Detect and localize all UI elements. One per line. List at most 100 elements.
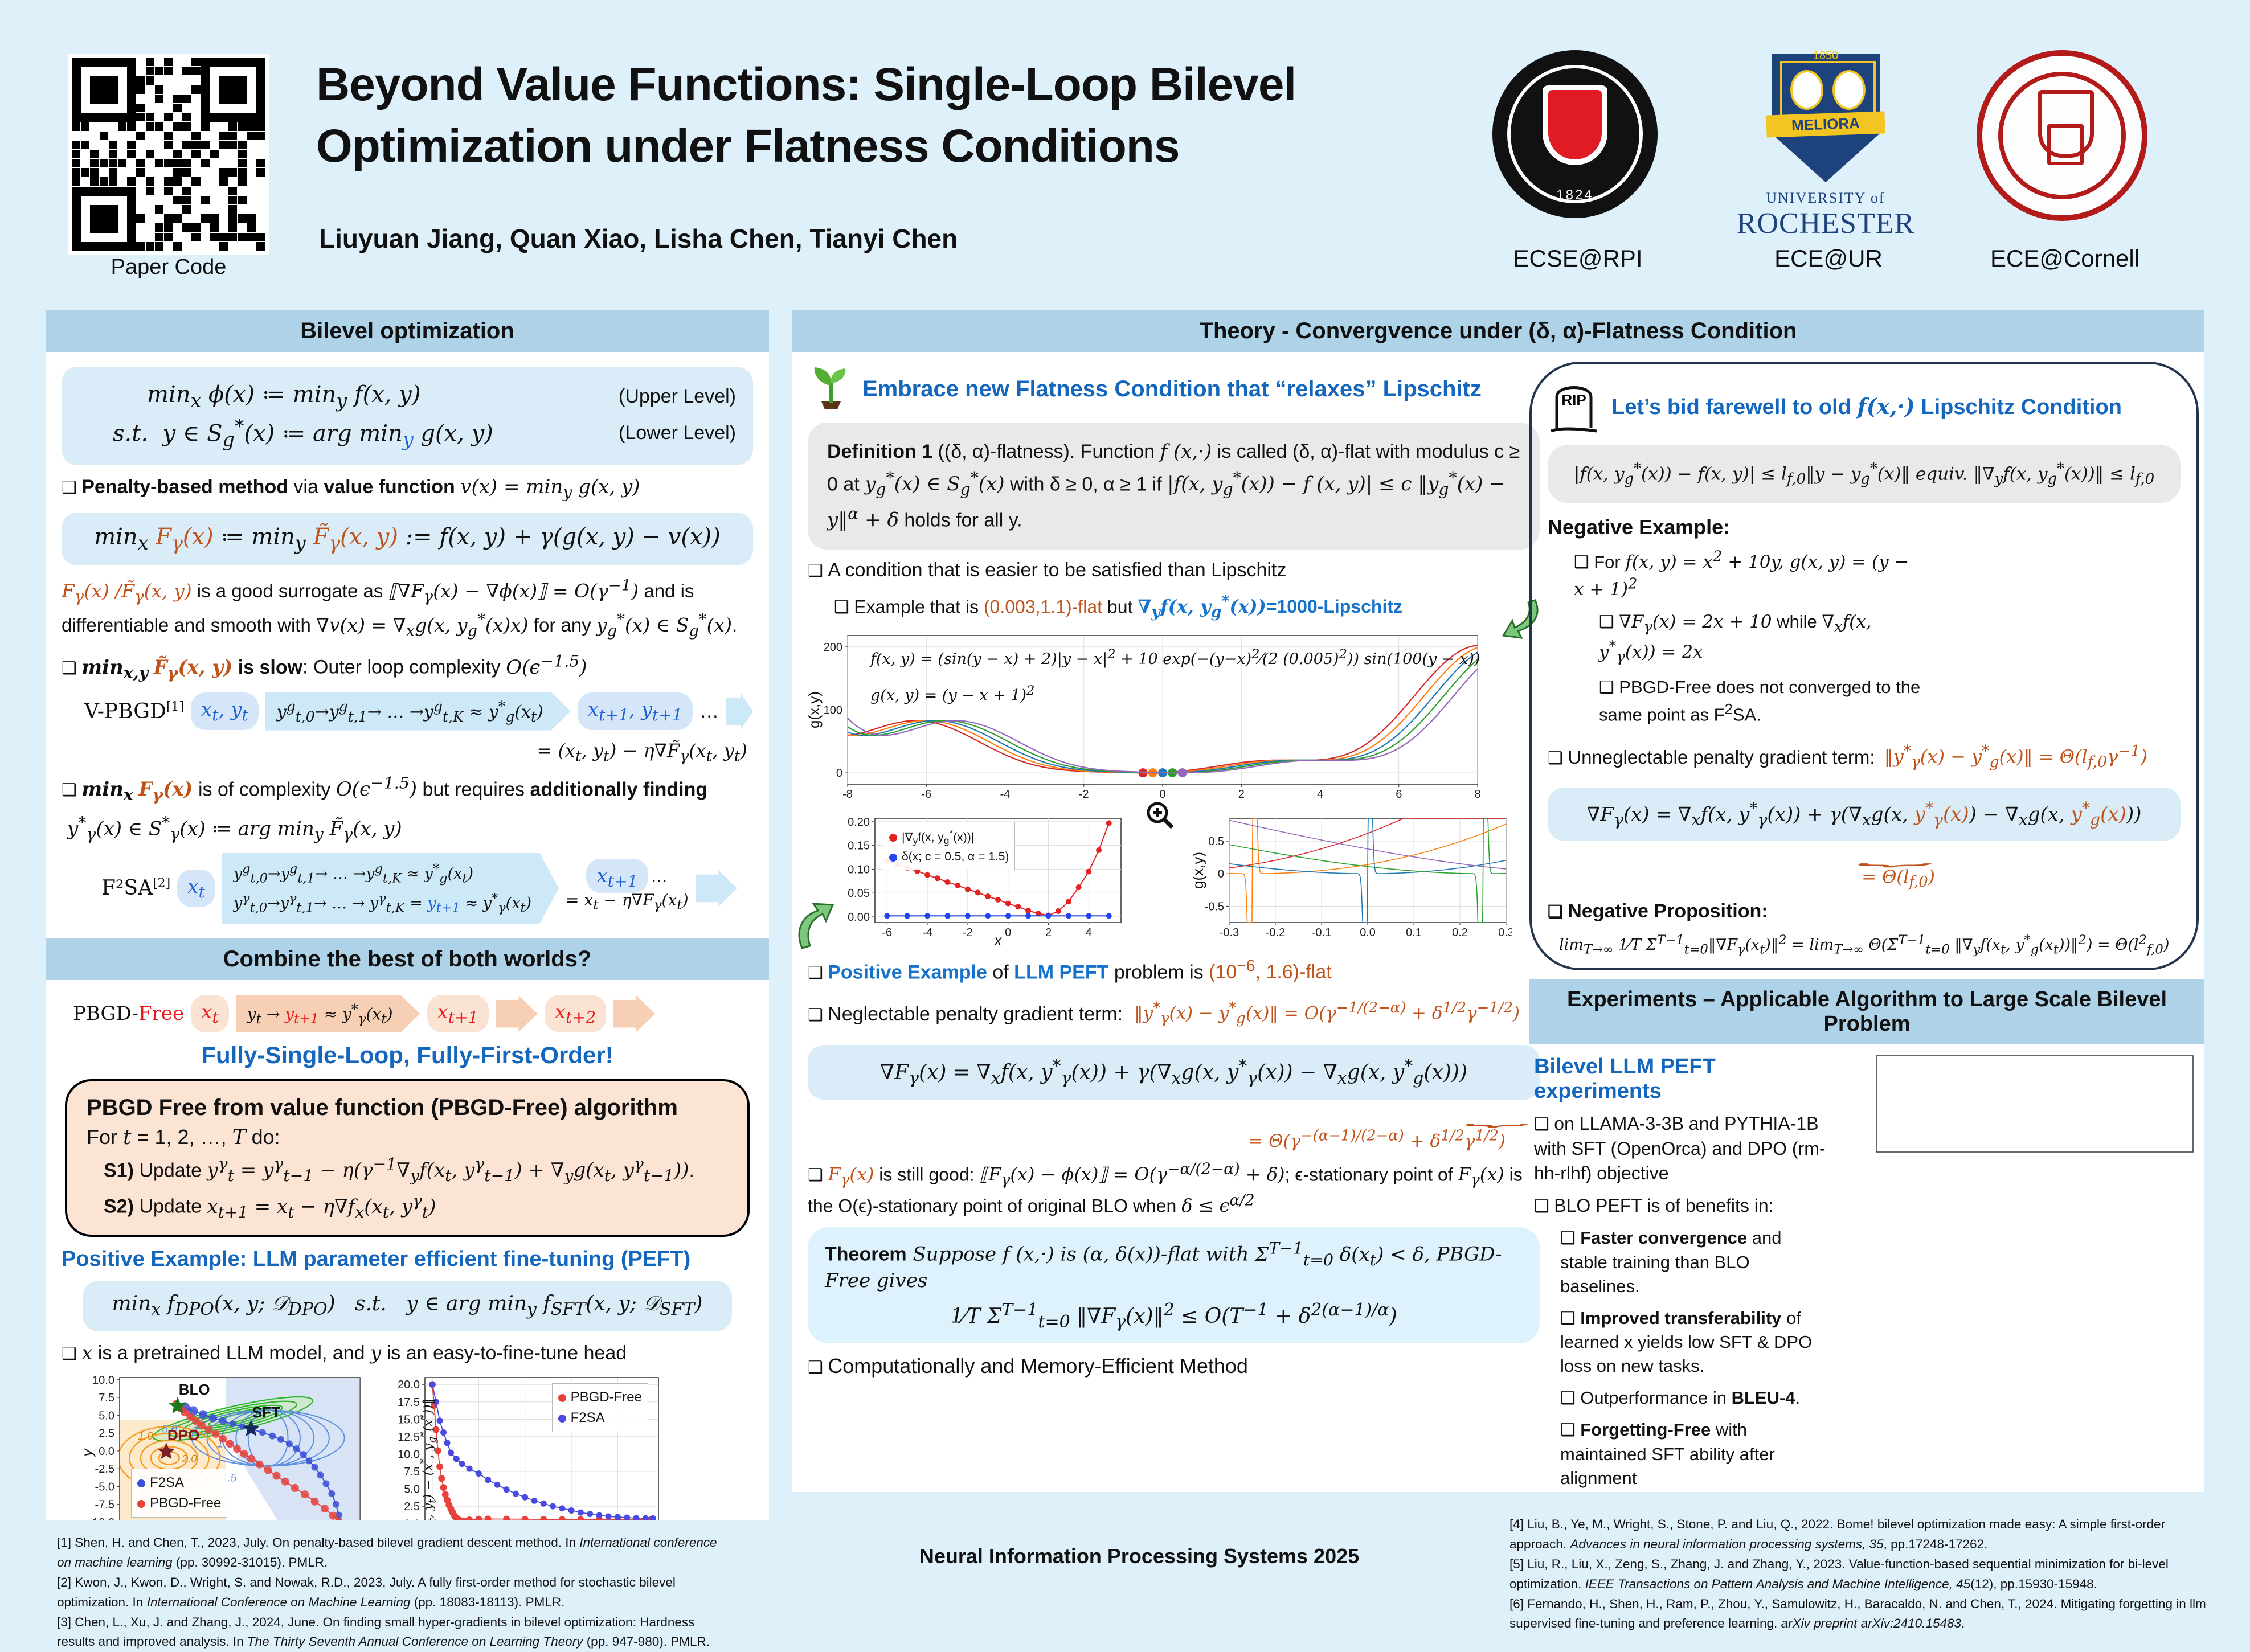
vpbgd-update-eq: = (xt, yt) − η∇F̃γ(xt, yt) [537, 739, 747, 765]
theorem-text: Theorem Suppose f (x,·) is (α, δ(x))-fla… [825, 1239, 1502, 1292]
llm-peft-heading: Bilevel LLM PEFT experiments [1534, 1055, 1716, 1104]
seedling-icon [808, 364, 852, 415]
negex-bullet-2: ∇Fγ(x) = 2x + 10 while ∇xf(x, y*γ(x)) = … [1599, 610, 1921, 667]
references-left: [1] Shen, H. and Chen, T., 2023, July. O… [57, 1535, 717, 1649]
theorem-box: Theorem Suppose f (x,·) is (α, δ(x))-fla… [808, 1227, 1540, 1343]
vpbgd-continue-arrow [726, 693, 753, 730]
svg-text:200: 200 [824, 641, 842, 654]
svg-text:-2: -2 [963, 927, 973, 939]
theory-panel: Theory - Convergvence under (δ, α)-Flatn… [792, 310, 2204, 1492]
section-bilevel-optimization: Bilevel optimization [46, 310, 769, 352]
rpi-logo: 1824 [1492, 50, 1658, 218]
f2sa-loop-gamma: yγt,0→yγt,1→ … → yγt,K = yt+1 ≈ y*γ(xt) [233, 891, 532, 916]
bilevel-problem-box: minx ϕ(x) ≔ miny f(x, y) (Upper Level) s… [62, 367, 753, 466]
svg-text:2: 2 [1238, 788, 1245, 801]
left-column-panel: Bilevel optimization minx ϕ(x) ≔ miny f(… [46, 310, 769, 1520]
theta-annotation: ⏟ = Θ(γ−(α−1)/(2−α) + δ1/2γ1/2) [1248, 1106, 1532, 1151]
rochester-logo: MELIORA 1850 UNIVERSITY of ROCHESTER [1737, 50, 1914, 242]
algo-step2: S2) Update xt+1 = xt − η∇fx(xt, yγt) [104, 1191, 436, 1221]
peft-heading: Positive Example: LLM parameter efficien… [62, 1247, 691, 1272]
f2sa-continue-arrow [695, 870, 738, 907]
tombstone-rip-icon: RIP [1548, 375, 1600, 437]
svg-text:y: y [82, 1448, 96, 1458]
dpo-loss-chart [1840, 1052, 2199, 1163]
penalty-method-bullet: Penalty-based method via value function … [62, 474, 753, 503]
svg-text:0.10: 0.10 [848, 863, 870, 876]
fgamma-line2: y*γ(x) ∈ S*γ(x) ≔ arg miny F̃γ(x, y) [67, 813, 402, 844]
svg-text:-8: -8 [842, 788, 853, 801]
svg-text:RIP: RIP [1561, 391, 1586, 408]
svg-text:8: 8 [1474, 788, 1480, 801]
lipschitz-box: |f(x, yg*(x)) − f(x, y)| ≤ lf,0‖y − yg*(… [1548, 445, 2181, 503]
svg-text:100: 100 [824, 704, 842, 716]
svg-text:7.5: 7.5 [404, 1466, 420, 1478]
unneglectable-formula: ‖y*γ(x) − y*g(x)‖ = Θ(lf,0γ−1) [1884, 742, 2147, 771]
affiliation-ur: ECE@UR [1774, 245, 1883, 272]
svg-text:2: 2 [1045, 927, 1052, 939]
neglectable-formula: ‖y*γ(x) − y*g(x)‖ = O(γ−1/(2−α) + δ1/2γ−… [1134, 999, 1520, 1027]
svg-text:2.5: 2.5 [404, 1501, 420, 1514]
exp-sub-1: Faster convergence and stable training t… [1560, 1226, 1830, 1298]
g-zoom-chart: -0.3 -0.2 -0.1 0.0 0.1 0.2 0.3 -0.5 0 0.5 g(x,y) [1193, 814, 1512, 948]
lower-level-formula: s.t. y ∈ Sg*(x) ≔ arg miny g(x, y) [113, 415, 493, 451]
f2sa-flow: F²SA[2] xt ygt,0→ygt,1→ … →ygt,K ≈ y*g(x… [101, 853, 753, 924]
pbgdfree-flow: PBGD-Free xt yt → yt+1 ≈ y*γ(xt) xt+1 xt… [73, 995, 753, 1033]
experiments-text: Bilevel LLM PEFT experiments on LLAMA-3-… [1534, 1052, 1830, 1492]
svg-text:g(x,y): g(x,y) [808, 691, 823, 728]
section-theory: Theory - Convergvence under (δ, α)-Flatn… [792, 310, 2204, 352]
svg-text:0: 0 [1218, 868, 1224, 880]
definition-box: Definition 1 ((δ, α)-flatness). Function… [808, 423, 1540, 550]
svg-text:1.0: 1.0 [138, 1430, 153, 1442]
algo-title: PBGD Free from value function (PBGD-Free… [87, 1095, 678, 1121]
chart-legend: |∇yf(x, yg*(x))| δ(x; c = 0.5, α = 1.5) [883, 821, 1016, 870]
rochester-year: 1850 [1813, 50, 1839, 62]
section-experiments: Experiments – Applicable Algorithm to La… [1529, 979, 2204, 1045]
f2sa-label: F²SA [101, 876, 153, 900]
cornell-logo [1977, 50, 2147, 221]
svg-text:10.0: 10.0 [92, 1374, 114, 1387]
theta2-annotation: ⏟ = Θ(lf,0) [1861, 846, 1936, 891]
exp-sub-2: Improved transferability of learned x yi… [1560, 1306, 1830, 1378]
svg-text:-0.1: -0.1 [1312, 927, 1331, 939]
qr-code[interactable] [68, 54, 269, 255]
svg-text:0.1: 0.1 [1406, 927, 1422, 939]
svg-text:SFT: SFT [252, 1404, 280, 1421]
svg-text:0.5: 0.5 [1208, 835, 1224, 848]
upper-level-formula: minx ϕ(x) ≔ miny f(x, y) [147, 382, 421, 412]
chart-legend: F2SA PBGD-Free [131, 1469, 228, 1518]
svg-text:-2: -2 [1079, 788, 1089, 801]
affiliation-cornell: ECE@Cornell [1990, 245, 2140, 272]
svg-text:5.0: 5.0 [404, 1483, 420, 1496]
vpbgd-next-pill: xt+1, yt+1 [577, 692, 693, 731]
svg-text:17.5: 17.5 [398, 1396, 420, 1409]
pbgdfree-state-pill: xt [191, 995, 229, 1033]
svg-text:5.0: 5.0 [162, 1424, 177, 1436]
svg-text:0.05: 0.05 [848, 887, 870, 900]
svg-text:15.0: 15.0 [398, 1414, 420, 1426]
theorem-eq: 1⁄T ΣT−1t=0 ‖∇Fγ(x)‖2 ≤ O(T−1 + δ2(α−1)/… [950, 1300, 1397, 1332]
svg-text:x: x [993, 932, 1003, 948]
svg-text:0: 0 [836, 767, 842, 780]
lower-level-tag: (Lower Level) [619, 421, 736, 444]
peft-problem-box: minx fDPO(x, y; 𝒟DPO) s.t. y ∈ arg miny … [83, 1281, 732, 1331]
pbgdfree-arrow-1 [495, 995, 538, 1032]
svg-text:0.20: 0.20 [848, 816, 870, 829]
references-right: [4] Liu, B., Ye, M., Wright, S., Stone, … [1509, 1517, 2206, 1631]
upper-level-tag: (Upper Level) [619, 386, 736, 407]
svg-text:5.0: 5.0 [99, 1410, 114, 1423]
sft-loss-chart [1840, 1163, 2199, 1297]
negex-bullet-3: PBGD-Free does not converged to the same… [1599, 675, 1921, 727]
trajectory-chart: -10-8-6-4-20246-10.0-7.5-5.0-2.50.02.55.… [82, 1374, 367, 1520]
fgamma-good-bullet: Fγ(x) is still good: ⟦Fγ(x) − ϕ(x)⟧ = O(… [808, 1159, 1540, 1219]
distance-vs-time-chart: 02550751000.02.55.07.510.012.515.017.520… [381, 1374, 665, 1520]
title-line-1: Beyond Value Functions: Single-Loop Bile… [316, 59, 1296, 110]
rochester-name: UNIVERSITY of ROCHESTER [1736, 190, 1915, 240]
svg-text:0.2: 0.2 [1452, 927, 1468, 939]
surrogate-paragraph: Fγ(x) /F̃γ(x, y) is a good surrogate as … [62, 576, 738, 640]
title-line-2: Optimization under Flatness Conditions [316, 120, 1180, 173]
conference-footer: Neural Information Processing Systems 20… [919, 1544, 1360, 1568]
poster-title: Beyond Value Functions: Single-Loop Bile… [316, 54, 1455, 177]
svg-text:4: 4 [1317, 788, 1323, 801]
svg-text:-10.0: -10.0 [88, 1516, 114, 1520]
